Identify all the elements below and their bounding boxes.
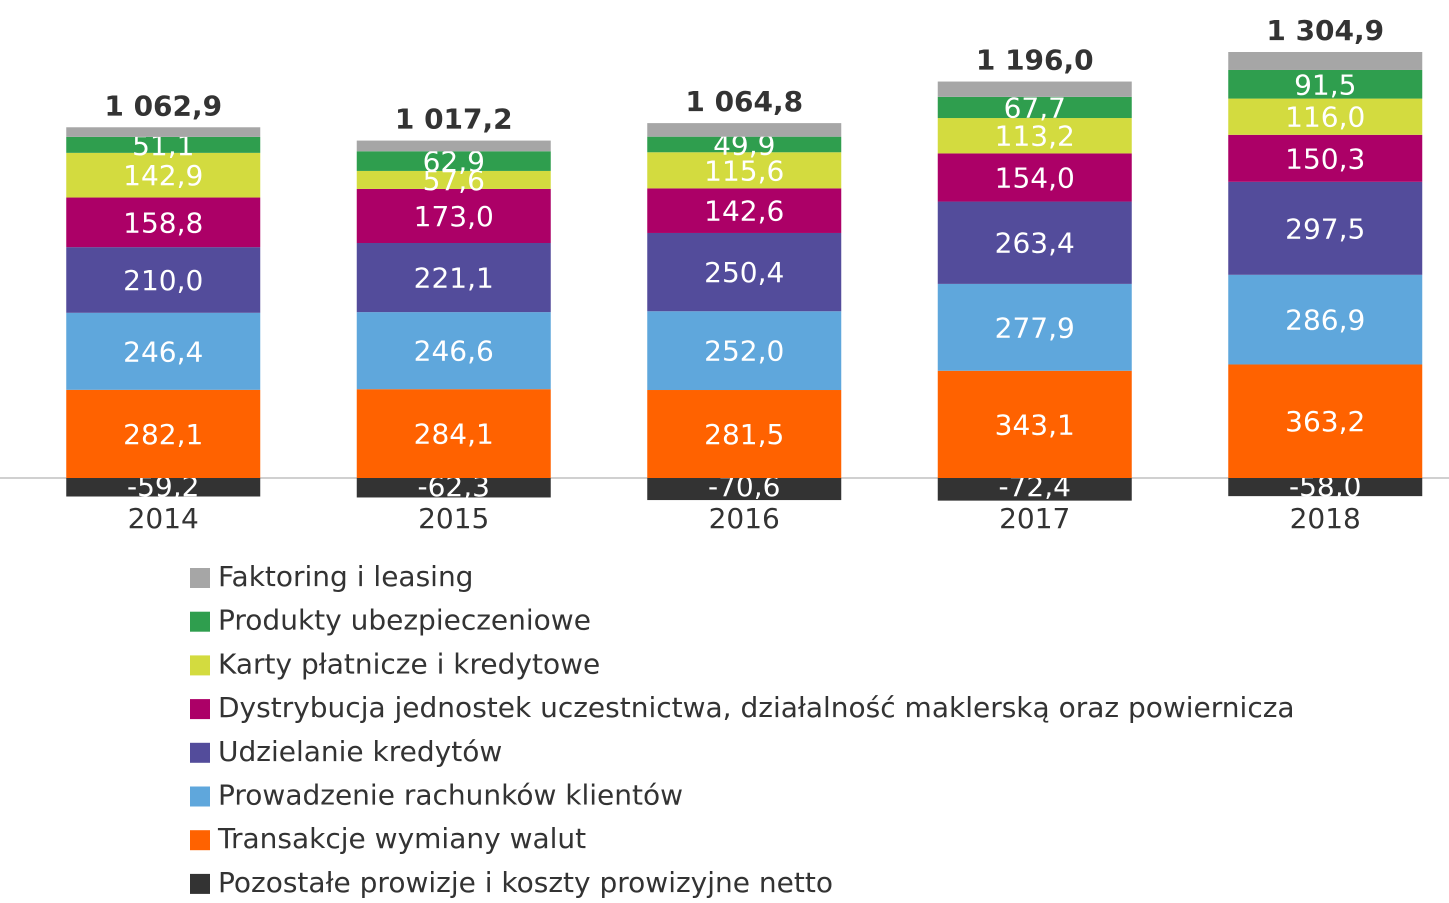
data-label: 113,2 <box>995 120 1075 153</box>
legend-swatch <box>190 786 210 807</box>
data-label: 281,5 <box>704 418 784 451</box>
bar-segment <box>66 478 261 497</box>
data-label: 363,2 <box>1285 405 1365 438</box>
data-label: 154,0 <box>995 161 1075 194</box>
bar-segment <box>1228 274 1423 365</box>
legend-swatch <box>190 611 210 632</box>
legend-label: Transakcje wymiany walut <box>217 822 586 855</box>
bar-segment <box>1228 134 1423 182</box>
bar-segment <box>1228 52 1423 70</box>
total-label: 1 062,9 <box>104 89 222 122</box>
legend-label: Udzielanie kredytów <box>218 735 502 768</box>
total-label: 1 304,9 <box>1266 14 1384 47</box>
bar-segment <box>66 197 261 248</box>
legend-swatch <box>190 655 210 676</box>
bar-segment <box>66 312 261 390</box>
bar-segment <box>66 247 261 313</box>
bar-segment <box>937 201 1132 284</box>
bar-segment <box>66 127 261 137</box>
bar-segment <box>937 96 1132 119</box>
x-tick-label: 2016 <box>709 502 780 535</box>
data-label: 252,0 <box>704 335 784 368</box>
total-label: 1 017,2 <box>395 103 513 136</box>
legend-swatch <box>190 830 210 851</box>
data-label: 284,1 <box>414 418 494 451</box>
legend-swatch <box>190 873 210 894</box>
bar-segment <box>356 312 551 390</box>
data-label: 173,0 <box>414 200 494 233</box>
bar-segment <box>937 153 1132 202</box>
bar-segment <box>937 81 1132 97</box>
bar-segment <box>356 151 551 171</box>
data-label: 221,1 <box>414 262 494 295</box>
bar-segment <box>647 188 842 233</box>
data-label: 115,6 <box>704 154 784 187</box>
legend-label: Karty płatnicze i kredytowe <box>218 647 600 680</box>
legend-label: Dystrybucja jednostek uczestnictwa, dzia… <box>218 691 1295 724</box>
bar-segment <box>1228 478 1423 497</box>
data-label: 250,4 <box>704 256 784 289</box>
legend-label: Prowadzenie rachunków klientów <box>218 779 683 812</box>
total-label: 1 196,0 <box>976 44 1094 77</box>
data-label: 343,1 <box>995 408 1075 441</box>
bar-segment <box>356 243 551 313</box>
bar-segment <box>937 478 1132 501</box>
bar-segment <box>66 136 261 153</box>
data-label: 277,9 <box>995 311 1075 344</box>
legend-swatch <box>190 568 210 588</box>
bar-segment <box>937 118 1132 154</box>
bar-segment <box>356 140 551 152</box>
x-tick-label: 2014 <box>128 502 199 535</box>
bar-segment <box>66 152 261 198</box>
bar-segment <box>356 188 551 244</box>
legend-swatch <box>190 699 210 720</box>
bar-segment <box>937 370 1132 478</box>
data-label: 286,9 <box>1285 304 1365 337</box>
bar-segment <box>647 232 842 312</box>
data-label: 246,6 <box>414 335 494 368</box>
bar-segment <box>647 136 842 153</box>
bar-segment <box>1228 69 1423 99</box>
bar-segment <box>647 311 842 391</box>
legend-label: Faktoring i leasing <box>218 560 473 593</box>
data-label: 210,0 <box>123 264 203 297</box>
bar-segment <box>356 389 551 478</box>
data-label: 297,5 <box>1285 212 1365 245</box>
data-label: 116,0 <box>1285 101 1365 134</box>
legend-label: Produkty ubezpieczeniowe <box>218 604 591 637</box>
x-tick-label: 2018 <box>1290 502 1361 535</box>
x-tick-label: 2017 <box>999 502 1070 535</box>
bar-segment <box>647 390 842 478</box>
bar-segment <box>1228 181 1423 275</box>
bar-segment <box>356 478 551 498</box>
total-label: 1 064,8 <box>685 85 803 118</box>
data-label: 263,4 <box>995 227 1075 260</box>
bar-segment <box>647 478 842 501</box>
data-label: 91,5 <box>1294 68 1356 101</box>
data-label: 150,3 <box>1285 142 1365 175</box>
bar-segment <box>356 170 551 189</box>
data-label: 246,4 <box>123 335 203 368</box>
bar-segment <box>1228 98 1423 135</box>
data-label: 158,8 <box>123 206 203 239</box>
bar-segment <box>647 123 842 137</box>
data-label: 142,9 <box>123 159 203 192</box>
x-tick-label: 2015 <box>418 502 489 535</box>
bar-segment <box>66 389 261 478</box>
bar-segment <box>647 152 842 189</box>
legend-label: Pozostałe prowizje i koszty prowizyjne n… <box>218 866 833 899</box>
data-label: 142,6 <box>704 195 784 228</box>
legend-swatch <box>190 742 210 763</box>
bar-segment <box>1228 364 1423 478</box>
data-label: 282,1 <box>123 418 203 451</box>
data-label: 67,7 <box>1004 91 1066 124</box>
bar-segment <box>937 283 1132 371</box>
